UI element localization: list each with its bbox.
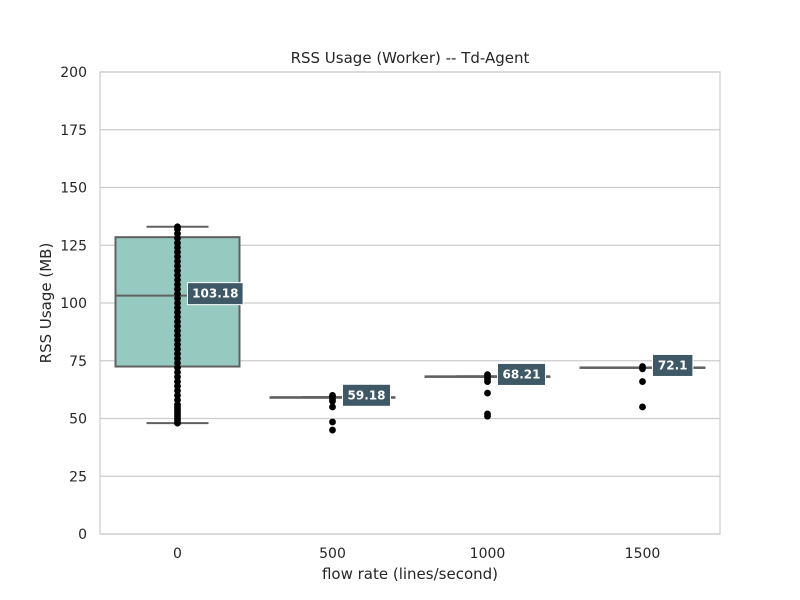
median-label-box [497,362,546,386]
median-label: 59.18 [348,388,386,402]
y-tick-label: 175 [60,123,87,139]
x-axis-title: flow rate (lines/second) [322,565,498,583]
median-label-box [342,383,391,407]
y-tick-label: 25 [69,469,87,485]
y-tick-label: 150 [60,181,87,197]
median-labels: 103.18 59.18 68.21 72.1 [187,282,694,407]
y-tick-label: 75 [69,354,87,370]
median-label: 72.1 [658,358,688,372]
tick-labels: 0 25 50 75 100 125 150 175 200 0 500 1000 1500 [60,65,660,562]
outlier-point [329,418,336,426]
y-tick-label: 100 [60,296,87,312]
boxes [114,225,706,425]
median-label: 68.21 [503,367,541,381]
y-tick-label: 125 [60,238,87,254]
outlier-point [329,426,336,434]
outliers [174,223,646,434]
outlier-point [174,223,181,231]
median-label-box [652,353,694,377]
outlier-point [639,403,646,411]
y-tick-label: 0 [78,527,87,543]
y-axis-title: RSS Usage (MB) [37,243,55,364]
outlier-point [639,378,646,385]
x-tick-label: 500 [319,546,346,562]
outlier-point [329,392,336,399]
outlier-point [484,371,491,379]
x-tick-label: 0 [173,546,182,562]
y-tick-label: 50 [69,412,87,428]
chart-title: RSS Usage (Worker) -- Td-Agent [291,49,530,67]
plot-frame [99,71,721,535]
outlier-point [484,410,491,418]
outlier-point [484,389,491,397]
outlier-point [639,363,646,370]
median-label-box [187,282,244,306]
y-tick-label: 200 [60,65,87,81]
x-tick-label: 1500 [625,546,661,562]
median-label: 103.18 [192,287,238,301]
outlier-point [329,403,336,411]
x-tick-label: 1000 [470,546,506,562]
